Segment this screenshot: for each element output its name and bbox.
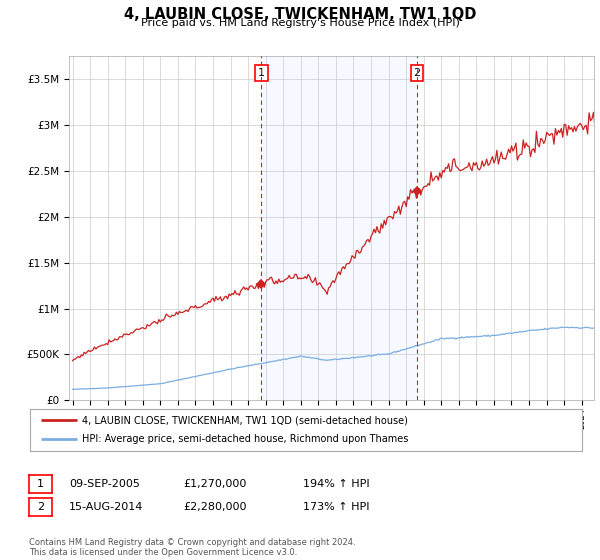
Text: 09-SEP-2005: 09-SEP-2005 <box>69 479 140 489</box>
Text: 194% ↑ HPI: 194% ↑ HPI <box>303 479 370 489</box>
Bar <box>261 56 417 400</box>
Text: £1,270,000: £1,270,000 <box>183 479 247 489</box>
Text: 2: 2 <box>413 68 421 78</box>
Text: 15-AUG-2014: 15-AUG-2014 <box>69 502 143 512</box>
Text: 1: 1 <box>258 68 265 78</box>
Text: HPI: Average price, semi-detached house, Richmond upon Thames: HPI: Average price, semi-detached house,… <box>82 435 409 445</box>
Text: £2,280,000: £2,280,000 <box>183 502 247 512</box>
Text: 2: 2 <box>37 502 44 512</box>
Text: 4, LAUBIN CLOSE, TWICKENHAM, TW1 1QD (semi-detached house): 4, LAUBIN CLOSE, TWICKENHAM, TW1 1QD (se… <box>82 415 409 425</box>
Text: 1: 1 <box>37 479 44 489</box>
Text: Price paid vs. HM Land Registry's House Price Index (HPI): Price paid vs. HM Land Registry's House … <box>140 18 460 28</box>
Text: 4, LAUBIN CLOSE, TWICKENHAM, TW1 1QD: 4, LAUBIN CLOSE, TWICKENHAM, TW1 1QD <box>124 7 476 22</box>
Text: Contains HM Land Registry data © Crown copyright and database right 2024.
This d: Contains HM Land Registry data © Crown c… <box>29 538 355 557</box>
Text: 173% ↑ HPI: 173% ↑ HPI <box>303 502 370 512</box>
